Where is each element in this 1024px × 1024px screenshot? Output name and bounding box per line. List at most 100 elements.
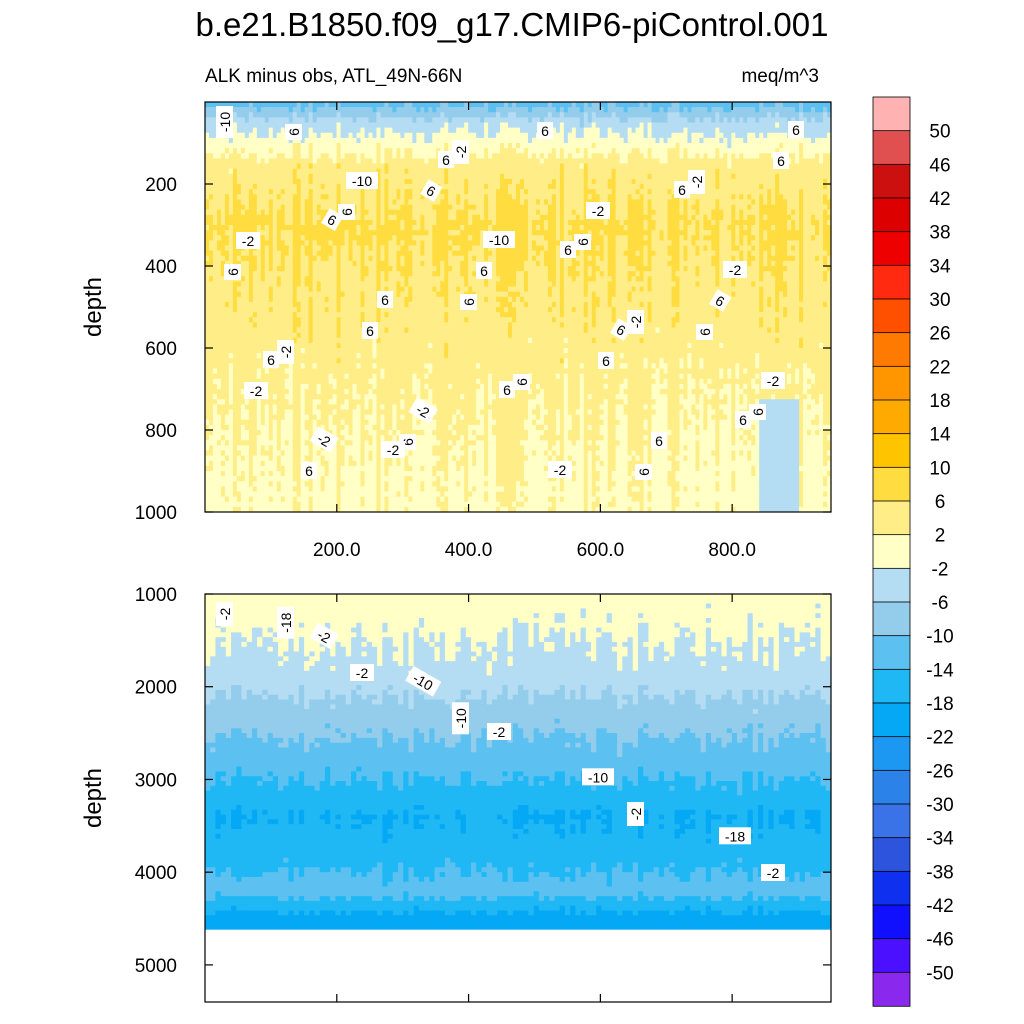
contour-cell [444, 286, 449, 293]
contour-cell [388, 476, 393, 482]
contour-cell [428, 173, 433, 180]
contour-cell [408, 317, 413, 323]
contour-cell [428, 132, 433, 139]
contour-cell [292, 404, 298, 411]
contour-cell [292, 342, 298, 349]
contour-cell [216, 266, 222, 272]
contour-cell [356, 137, 362, 144]
contour-cell [380, 317, 386, 323]
contour-cell [364, 455, 370, 462]
contour-cell [380, 389, 386, 395]
contour-cell [292, 230, 298, 236]
contour-cell [240, 481, 246, 487]
contour-cell [224, 430, 230, 436]
contour-cell [392, 312, 397, 318]
contour-cell [432, 460, 437, 467]
contour-cell [308, 153, 314, 159]
contour-cell [228, 148, 234, 154]
contour-cell [252, 173, 258, 180]
contour-cell [232, 107, 238, 113]
contour-cell [360, 471, 366, 477]
contour-cell [244, 102, 250, 108]
contour-cell [205, 348, 210, 354]
contour-cell [404, 250, 409, 257]
contour-cell [356, 389, 362, 395]
contour-cell [372, 266, 378, 272]
contour-cell [260, 245, 266, 252]
contour-cell [284, 368, 290, 375]
contour-cell [436, 301, 441, 308]
contour-cell [212, 307, 218, 313]
contour-cell [392, 394, 397, 400]
contour-cell [308, 348, 314, 354]
contour-cell [248, 322, 254, 329]
contour-cell [400, 178, 405, 185]
contour-cell [396, 204, 401, 211]
contour-cell [344, 440, 350, 446]
contour-cell [352, 286, 358, 293]
contour-cell [372, 491, 378, 498]
contour-cell [300, 158, 306, 165]
contour-cell [440, 189, 445, 195]
contour-cell [332, 414, 338, 421]
contour-cell [256, 132, 262, 139]
contour-cell [244, 496, 250, 503]
contour-cell [332, 276, 338, 282]
contour-cell [212, 383, 218, 390]
contour-cell [356, 476, 362, 482]
contour-cell [232, 173, 238, 180]
contour-cell [220, 137, 226, 144]
contour-cell [440, 476, 445, 482]
contour-cell [220, 363, 226, 370]
contour-cell [340, 337, 346, 344]
contour-cell [440, 486, 445, 493]
contour-cell [312, 286, 318, 293]
contour-cell [412, 132, 417, 139]
contour-cell [264, 337, 270, 344]
contour-cell [332, 404, 338, 411]
contour-cell [280, 399, 286, 405]
contour-cell [376, 307, 382, 313]
contour-cell [404, 245, 409, 252]
contour-cell [300, 409, 306, 416]
contour-cell [384, 342, 390, 349]
contour-cell [248, 260, 254, 267]
contour-cell [444, 373, 449, 380]
contour-cell [312, 112, 318, 118]
contour-cell [400, 250, 405, 257]
contour-cell [428, 358, 433, 364]
contour-cell [388, 430, 393, 436]
contour-cell [452, 235, 457, 241]
contour-cell [280, 127, 286, 134]
contour-cell [308, 481, 314, 487]
contour-cell [424, 276, 429, 282]
contour-cell [332, 153, 338, 159]
contour-cell [352, 137, 358, 144]
contour-cell [360, 389, 366, 395]
contour-cell [280, 143, 286, 149]
contour-cell [324, 194, 330, 200]
contour-cell [252, 209, 258, 216]
contour-cell [348, 189, 354, 195]
contour-cell [316, 481, 322, 487]
contour-cell [432, 358, 437, 364]
contour-cell [372, 127, 378, 134]
contour-cell [260, 143, 266, 149]
contour-cell [340, 178, 346, 185]
contour-cell [216, 235, 222, 241]
contour-cell [376, 178, 382, 185]
contour-cell [360, 286, 366, 293]
contour-cell [404, 399, 409, 405]
contour-cell [416, 158, 421, 165]
contour-cell [276, 435, 282, 441]
contour-cell [400, 430, 405, 436]
contour-cell [232, 301, 238, 308]
contour-cell [348, 112, 354, 118]
contour-cell [228, 312, 234, 318]
contour-cell [272, 286, 278, 293]
contour-cell [408, 235, 413, 241]
contour-cell [205, 378, 210, 385]
contour-cell [268, 322, 274, 329]
contour-cell [256, 353, 262, 359]
contour-cell [436, 225, 441, 231]
